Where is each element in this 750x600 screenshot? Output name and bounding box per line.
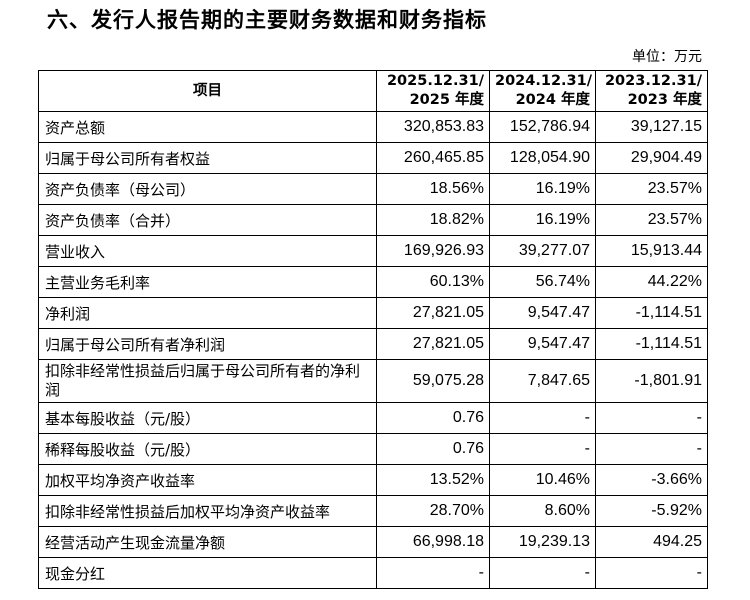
cell-2024: - [489,557,596,589]
cell-2025: 27,821.05 [376,328,490,360]
table-row: 基本每股收益（元/股） 0.76 - - [38,402,708,434]
cell-2024: 9,547.47 [489,328,596,360]
cell-2025: 169,926.93 [376,235,490,267]
table-row: 稀释每股收益（元/股） 0.76 - - [38,433,708,465]
cell-2024: 152,786.94 [489,111,596,143]
table-row: 扣除非经常性损益后加权平均净资产收益率 28.70% 8.60% -5.92% [38,495,708,527]
cell-2024: 8.60% [489,495,596,527]
row-label: 加权平均净资产收益率 [38,464,377,496]
cell-2025: 59,075.28 [376,359,490,403]
table-row: 资产负债率（合并） 18.82% 16.19% 23.57% [38,204,708,236]
cell-2025: 60.13% [376,266,490,298]
cell-2024: 39,277.07 [489,235,596,267]
cell-2024: 16.19% [489,173,596,205]
cell-2025: 18.56% [376,173,490,205]
cell-2023: -1,114.51 [595,297,708,329]
section-heading: 六、发行人报告期的主要财务数据和财务指标 [47,8,487,32]
row-label: 资产负债率（母公司） [38,173,377,205]
row-label: 基本每股收益（元/股） [38,402,377,434]
cell-2025: 320,853.83 [376,111,490,143]
header-2023-year: 2023 年度 [627,92,702,108]
financial-data-table: 项目 2025.12.31/ 2025 年度 2024.12.31/ 2024 … [38,70,708,589]
cell-2025: 18.82% [376,204,490,236]
table-row: 资产负债率（母公司） 18.56% 16.19% 23.57% [38,173,708,205]
row-label: 现金分红 [38,557,377,589]
row-label: 资产负债率（合并） [38,204,377,236]
cell-2025: - [376,557,490,589]
cell-2024: 128,054.90 [489,142,596,174]
cell-2023: -5.92% [595,495,708,527]
cell-2023: -3.66% [595,464,708,496]
cell-2023: 15,913.44 [595,235,708,267]
cell-2024: 16.19% [489,204,596,236]
cell-2025: 260,465.85 [376,142,490,174]
cell-2023: 29,904.49 [595,142,708,174]
header-2024-year: 2024 年度 [515,92,590,108]
header-2023: 2023.12.31/ 2023 年度 [595,70,708,112]
row-label: 主营业务毛利率 [38,266,377,298]
row-label: 资产总额 [38,111,377,143]
cell-2025: 28.70% [376,495,490,527]
table-row: 净利润 27,821.05 9,547.47 -1,114.51 [38,297,708,329]
cell-2023: 39,127.15 [595,111,708,143]
table-row: 资产总额 320,853.83 152,786.94 39,127.15 [38,111,708,143]
row-label: 归属于母公司所有者权益 [38,142,377,174]
cell-2024: 19,239.13 [489,526,596,558]
cell-2024: 7,847.65 [489,359,596,403]
cell-2024: - [489,433,596,465]
cell-2024: 9,547.47 [489,297,596,329]
row-label: 营业收入 [38,235,377,267]
header-2025-year: 2025 年度 [409,92,484,108]
row-label: 归属于母公司所有者净利润 [38,328,377,360]
cell-2023: - [595,433,708,465]
table-row: 现金分红 - - - [38,557,708,589]
cell-2025: 0.76 [376,402,490,434]
table-header-row: 项目 2025.12.31/ 2025 年度 2024.12.31/ 2024 … [38,70,708,112]
cell-2023: -1,801.91 [595,359,708,403]
cell-2025: 66,998.18 [376,526,490,558]
table-row: 主营业务毛利率 60.13% 56.74% 44.22% [38,266,708,298]
row-label: 扣除非经常性损益后归属于母公司所有者的净利润 [38,359,377,403]
row-label: 稀释每股收益（元/股） [38,433,377,465]
unit-label: 单位：万元 [632,49,702,65]
cell-2025: 27,821.05 [376,297,490,329]
cell-2025: 13.52% [376,464,490,496]
row-label: 扣除非经常性损益后加权平均净资产收益率 [38,495,377,527]
header-2025: 2025.12.31/ 2025 年度 [376,70,490,112]
cell-2024: - [489,402,596,434]
header-item: 项目 [38,70,377,112]
header-2024: 2024.12.31/ 2024 年度 [489,70,596,112]
cell-2023: -1,114.51 [595,328,708,360]
header-2025-date: 2025.12.31/ [386,73,484,89]
cell-2023: 23.57% [595,204,708,236]
table-row: 经营活动产生现金流量净额 66,998.18 19,239.13 494.25 [38,526,708,558]
table-row: 营业收入 169,926.93 39,277.07 15,913.44 [38,235,708,267]
cell-2023: - [595,557,708,589]
cell-2023: 23.57% [595,173,708,205]
cell-2023: - [595,402,708,434]
cell-2023: 494.25 [595,526,708,558]
table-row: 归属于母公司所有者净利润 27,821.05 9,547.47 -1,114.5… [38,328,708,360]
cell-2025: 0.76 [376,433,490,465]
cell-2023: 44.22% [595,266,708,298]
cell-2024: 10.46% [489,464,596,496]
table-row: 扣除非经常性损益后归属于母公司所有者的净利润 59,075.28 7,847.6… [38,359,708,403]
table-row: 加权平均净资产收益率 13.52% 10.46% -3.66% [38,464,708,496]
cell-2024: 56.74% [489,266,596,298]
header-2023-date: 2023.12.31/ [604,73,702,89]
header-2024-date: 2024.12.31/ [495,73,593,89]
row-label: 净利润 [38,297,377,329]
table-row: 归属于母公司所有者权益 260,465.85 128,054.90 29,904… [38,142,708,174]
row-label: 经营活动产生现金流量净额 [38,526,377,558]
